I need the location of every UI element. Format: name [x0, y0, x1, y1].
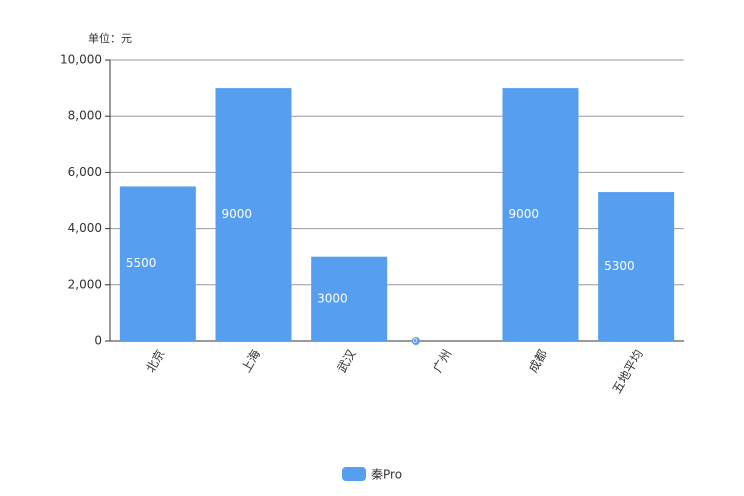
y-tick-label: 10,000 — [60, 53, 102, 67]
x-tick-label: 成都 — [526, 347, 550, 375]
y-tick-label: 8,000 — [68, 109, 102, 123]
y-tick-label: 4,000 — [68, 221, 102, 235]
x-tick-label: 广州 — [430, 347, 454, 375]
x-tick-label: 武汉 — [335, 347, 359, 375]
data-label: 3000 — [317, 291, 348, 305]
x-tick-label: 五地平均 — [610, 347, 646, 396]
data-label: 9000 — [222, 207, 253, 221]
bar — [119, 186, 196, 341]
data-label: 0 — [413, 337, 417, 345]
y-tick-label: 0 — [94, 334, 102, 348]
data-label: 5500 — [126, 256, 157, 270]
y-tick-label: 6,000 — [68, 165, 102, 179]
label-dot — [411, 337, 420, 345]
bar — [311, 256, 388, 341]
legend-label: 秦Pro — [371, 468, 402, 482]
data-label: 5300 — [604, 259, 635, 273]
x-tick-label: 北京 — [143, 347, 167, 375]
y-axis-label: 单位：元 — [88, 31, 132, 45]
bar — [598, 192, 675, 341]
data-label: 9000 — [509, 207, 540, 221]
y-tick-label: 2,000 — [68, 277, 102, 291]
bar — [502, 88, 579, 341]
legend-swatch — [342, 467, 366, 481]
bar — [215, 88, 292, 341]
x-tick-label: 上海 — [238, 347, 263, 375]
